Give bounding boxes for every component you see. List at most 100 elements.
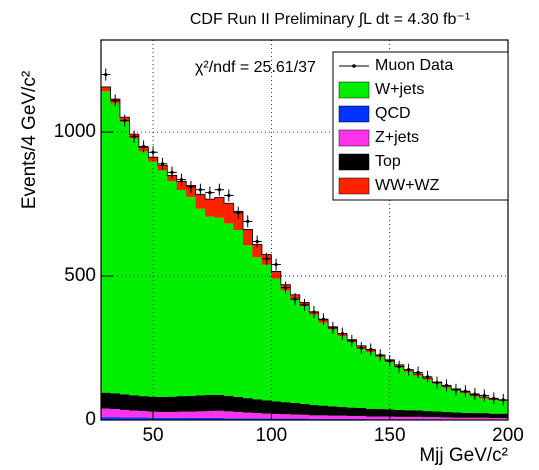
histogram-bar [470,417,480,420]
histogram-bar [110,417,121,420]
data-marker [425,375,430,379]
histogram-bar [413,416,424,420]
histogram-bar [261,400,272,414]
data-marker [501,398,505,402]
y-tick-label: 1000 [54,121,96,142]
histogram-bar [205,411,215,418]
data-marker [397,365,401,369]
legend-label: WW+WZ [375,177,440,194]
histogram-bar [375,356,386,410]
data-marker [312,310,316,314]
data-point [498,393,508,406]
histogram-bar [394,366,405,410]
histogram-bar [261,418,272,420]
histogram-bar [157,417,168,420]
x-tick-label: 200 [492,425,524,446]
histogram-bar [489,413,499,418]
histogram-bar [176,189,187,397]
histogram-bar [403,410,414,417]
legend-label: Top [375,153,401,170]
data-marker [236,211,240,215]
histogram-bar [129,410,140,418]
histogram-bar [337,415,348,419]
histogram-bar [280,402,291,415]
histogram-bar [138,411,149,418]
data-marker [208,190,212,195]
histogram-bar [460,417,471,420]
data-marker [416,370,420,375]
histogram-bar [195,395,206,412]
data-marker [388,359,392,363]
data-marker [359,346,363,350]
histogram-bar [271,401,282,414]
histogram-bar [318,322,329,406]
histogram-bar [271,413,282,419]
data-point [375,349,385,362]
legend-swatch [338,81,370,99]
data-point [318,313,329,326]
data-point [224,189,234,202]
histogram-bar [422,417,433,420]
histogram-bar [337,407,348,416]
data-marker [378,353,382,357]
histogram-bar [242,229,253,246]
data-point [384,354,395,367]
data-marker [132,134,136,139]
histogram-bar [328,406,338,416]
chi2-annotation: χ²/ndf = 25.61/37 [195,59,316,76]
data-marker [265,257,269,261]
histogram-bar [271,271,282,279]
histogram-bar [290,418,301,420]
plot-frame [100,39,509,421]
data-point [101,68,111,81]
histogram-bar [366,408,376,417]
histogram-bar [280,418,291,420]
histogram-bar [356,415,367,419]
data-point [195,183,206,196]
histogram-bar [498,401,509,414]
histogram-bar [119,121,130,395]
histogram-bar [101,408,111,418]
histogram-bar [328,415,338,419]
data-marker [473,392,477,396]
histogram-bar [375,416,386,420]
histogram-bar [186,395,196,412]
data-point [309,306,319,319]
histogram-bar [205,394,215,412]
histogram-bar [422,411,433,418]
data-point [470,388,480,401]
legend-data-marker [352,64,356,68]
histogram-bar [451,417,461,420]
histogram-bar [479,417,490,420]
histogram-bar [479,413,490,418]
histogram-bar [157,411,168,418]
histogram-bar [233,211,244,230]
histogram-bar [167,417,178,420]
data-point [356,342,367,355]
histogram-bar [252,399,263,414]
histogram-bar [290,414,301,419]
histogram-bar [195,411,206,418]
histogram-bar [129,395,140,411]
legend-box [332,51,509,201]
histogram-bar [470,413,480,418]
data-point [261,252,272,265]
histogram-bar [214,410,225,418]
data-marker [492,396,496,401]
histogram-bar [299,414,310,419]
y-tick-label: 500 [64,265,96,286]
data-point [337,327,348,340]
histogram-bar [167,396,178,412]
histogram-bar [176,396,187,412]
legend-label: QCD [375,105,411,122]
histogram-bar [195,208,206,396]
histogram-bar [214,417,225,420]
y-axis-label: Events/4 GeV/c² [19,71,40,209]
histogram-bar [252,413,263,419]
data-point [148,146,158,159]
data-point [489,392,499,405]
data-point [347,334,357,347]
histogram-bar [224,223,234,396]
x-tick-label: 50 [142,425,163,446]
data-point [328,321,338,334]
